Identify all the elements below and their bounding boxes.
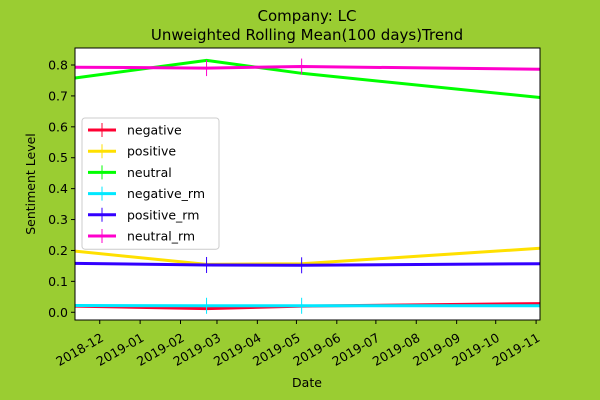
- y-tick-label: 0.6: [48, 119, 68, 134]
- legend: negative positive neutral negative_rmpositi…: [81, 117, 220, 250]
- legend-label-neutral_rm: neutral_rm: [127, 229, 195, 244]
- marker-layer: [206, 58, 303, 314]
- series-line-positive_rm: [74, 261, 541, 267]
- series-line-neutral_rm: [74, 65, 541, 71]
- y-tick-label: 0.5: [48, 150, 68, 165]
- legend-box: [81, 117, 220, 250]
- chart-title-line1: Company: LC: [258, 7, 357, 25]
- x-axis-label: Date: [292, 375, 322, 390]
- y-tick-label: 0.0: [48, 305, 68, 320]
- series-layer: [74, 58, 541, 311]
- y-tick-label: 0.4: [48, 181, 68, 196]
- y-tick-label: 0.1: [48, 274, 68, 289]
- y-axis-ticks: 0.0 0.1 0.2 0.3 0.4 0.5 0.6 0.7 0.8: [48, 58, 75, 320]
- legend-label-negative: negative: [127, 123, 182, 138]
- legend-label-negative_rm: negative_rm: [127, 186, 205, 201]
- plot-frame: [74, 47, 541, 321]
- y-tick-label: 0.2: [48, 243, 68, 258]
- x-axis-ticks: 2018-122019-012019-022019-032019-042019-…: [53, 320, 542, 369]
- y-tick-label: 0.7: [48, 88, 68, 103]
- y-axis-label: Sentiment Level: [23, 133, 38, 235]
- legend-label-neutral: neutral: [127, 165, 172, 180]
- legend-label-positive_rm: positive_rm: [127, 207, 199, 222]
- y-tick-label: 0.8: [48, 58, 68, 73]
- y-tick-label: 0.3: [48, 212, 68, 227]
- legend-label-positive: positive: [127, 144, 176, 159]
- chart-title-line2: Unweighted Rolling Mean(100 days)Trend: [151, 26, 463, 44]
